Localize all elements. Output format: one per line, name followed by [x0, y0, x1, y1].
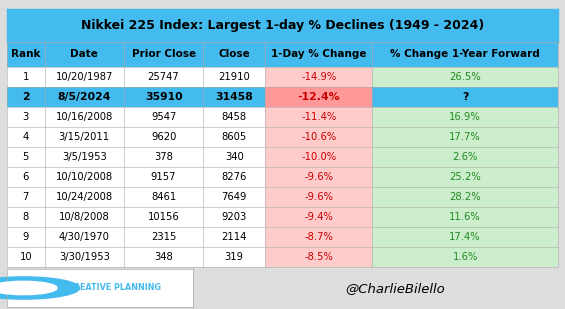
Circle shape [0, 277, 80, 299]
Text: 8458: 8458 [221, 112, 247, 122]
Text: 9203: 9203 [221, 212, 247, 222]
Text: 3/5/1953: 3/5/1953 [62, 152, 107, 162]
Text: 17.7%: 17.7% [449, 132, 481, 142]
Text: 5: 5 [23, 152, 29, 162]
Text: 7649: 7649 [221, 192, 247, 202]
Text: -9.4%: -9.4% [304, 212, 333, 222]
Text: 10/10/2008: 10/10/2008 [56, 172, 113, 182]
Text: Date: Date [71, 49, 98, 59]
Text: 26.5%: 26.5% [449, 72, 481, 82]
Text: 2: 2 [22, 92, 29, 102]
Text: % Change 1-Year Forward: % Change 1-Year Forward [390, 49, 540, 59]
Text: -10.0%: -10.0% [301, 152, 336, 162]
Text: 35910: 35910 [145, 92, 182, 102]
Text: 10/24/2008: 10/24/2008 [56, 192, 113, 202]
Text: 21910: 21910 [219, 72, 250, 82]
Text: Prior Close: Prior Close [132, 49, 195, 59]
Text: 3/15/2011: 3/15/2011 [59, 132, 110, 142]
Text: 2.6%: 2.6% [453, 152, 478, 162]
Text: 9547: 9547 [151, 112, 176, 122]
Text: 340: 340 [225, 152, 244, 162]
Text: C: C [20, 283, 27, 293]
Text: 8: 8 [23, 212, 29, 222]
Text: -8.5%: -8.5% [304, 252, 333, 262]
Text: 28.2%: 28.2% [449, 192, 481, 202]
Text: 9: 9 [23, 232, 29, 242]
Text: 1: 1 [23, 72, 29, 82]
Text: ?: ? [462, 92, 468, 102]
Text: 25.2%: 25.2% [449, 172, 481, 182]
Text: 10: 10 [19, 252, 32, 262]
Text: 10/8/2008: 10/8/2008 [59, 212, 110, 222]
Text: 17.4%: 17.4% [449, 232, 481, 242]
Text: 16.9%: 16.9% [449, 112, 481, 122]
Text: 7: 7 [23, 192, 29, 202]
Text: 378: 378 [154, 152, 173, 162]
Text: 11.6%: 11.6% [449, 212, 481, 222]
Text: -9.6%: -9.6% [304, 172, 333, 182]
Text: 8461: 8461 [151, 192, 176, 202]
Text: 10/16/2008: 10/16/2008 [56, 112, 113, 122]
Text: 4: 4 [23, 132, 29, 142]
Text: 8/5/2024: 8/5/2024 [58, 92, 111, 102]
Text: 2315: 2315 [151, 232, 176, 242]
Text: -10.6%: -10.6% [301, 132, 336, 142]
Text: -14.9%: -14.9% [301, 72, 336, 82]
Text: -12.4%: -12.4% [297, 92, 340, 102]
Text: 1.6%: 1.6% [453, 252, 478, 262]
Text: 10156: 10156 [147, 212, 180, 222]
Text: 2114: 2114 [221, 232, 247, 242]
Text: 8276: 8276 [221, 172, 247, 182]
Text: 9157: 9157 [151, 172, 176, 182]
Text: @CharlieBilello: @CharlieBilello [346, 281, 445, 295]
Text: -9.6%: -9.6% [304, 192, 333, 202]
Text: 9620: 9620 [151, 132, 176, 142]
Text: 10/20/1987: 10/20/1987 [55, 72, 113, 82]
Text: -11.4%: -11.4% [301, 112, 336, 122]
Text: 348: 348 [154, 252, 173, 262]
Text: Close: Close [219, 49, 250, 59]
Text: 31458: 31458 [215, 92, 253, 102]
Text: 8605: 8605 [221, 132, 247, 142]
Text: 3/30/1953: 3/30/1953 [59, 252, 110, 262]
Text: Rank: Rank [11, 49, 41, 59]
Text: 1-Day % Change: 1-Day % Change [271, 49, 367, 59]
Text: 319: 319 [225, 252, 244, 262]
Text: CREATIVE PLANNING: CREATIVE PLANNING [68, 283, 162, 293]
Circle shape [0, 281, 57, 295]
Text: -8.7%: -8.7% [304, 232, 333, 242]
Text: 6: 6 [23, 172, 29, 182]
Text: 4/30/1970: 4/30/1970 [59, 232, 110, 242]
Text: 25747: 25747 [147, 72, 180, 82]
Text: Nikkei 225 Index: Largest 1-day % Declines (1949 - 2024): Nikkei 225 Index: Largest 1-day % Declin… [81, 19, 484, 32]
Text: 3: 3 [23, 112, 29, 122]
